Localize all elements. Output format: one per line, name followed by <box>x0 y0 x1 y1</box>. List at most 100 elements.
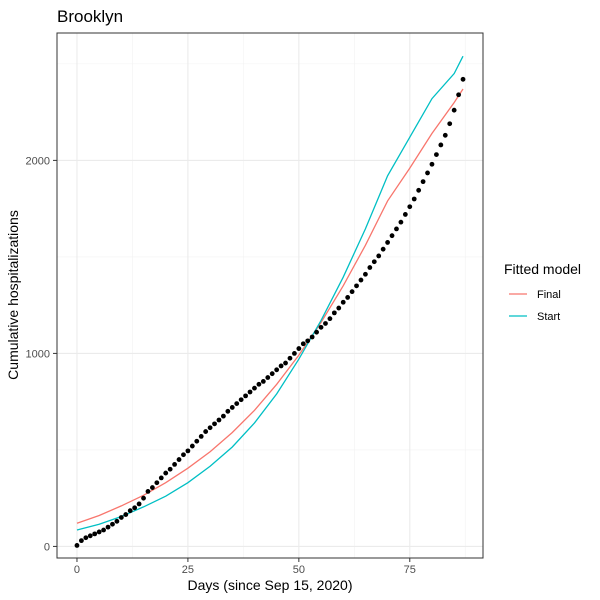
data-point <box>447 121 453 127</box>
data-point <box>154 480 160 486</box>
data-point <box>323 321 328 326</box>
data-point <box>167 466 173 472</box>
data-point <box>92 531 98 537</box>
data-point <box>136 501 142 507</box>
data-point <box>292 351 297 356</box>
data-point <box>314 329 319 335</box>
data-point <box>207 425 213 431</box>
data-point <box>336 305 342 311</box>
data-point <box>105 524 111 530</box>
y-axis-title: Cumulative hospitalizations <box>5 210 21 380</box>
data-point <box>411 196 417 202</box>
data-point <box>331 310 337 316</box>
data-point <box>318 324 324 330</box>
data-point <box>363 271 368 277</box>
data-point <box>354 283 359 289</box>
legend-label-start: Start <box>537 311 560 323</box>
x-tick-label: 75 <box>404 564 416 576</box>
data-point <box>278 363 284 369</box>
chart-title: Brooklyn <box>57 7 123 26</box>
data-point <box>402 212 408 217</box>
data-point <box>150 485 155 490</box>
data-point <box>110 521 115 527</box>
y-tick-label: 1000 <box>26 348 50 360</box>
data-point <box>380 246 386 252</box>
data-point <box>349 289 355 295</box>
data-point <box>434 152 439 157</box>
data-point <box>425 170 430 176</box>
x-tick-label: 50 <box>293 564 305 576</box>
data-point <box>194 438 200 444</box>
data-point <box>376 253 382 259</box>
data-point <box>420 179 426 185</box>
data-point <box>309 334 315 340</box>
data-point <box>265 375 271 380</box>
data-point <box>305 338 311 344</box>
data-point <box>216 417 222 423</box>
data-point <box>212 421 217 427</box>
y-tick-label: 0 <box>44 541 50 553</box>
data-point <box>456 92 461 98</box>
data-point <box>189 443 195 449</box>
y-tick-label: 2000 <box>26 155 50 167</box>
data-point <box>460 76 466 82</box>
data-point <box>389 233 395 239</box>
data-point <box>269 371 275 377</box>
axes: 0 25 50 75 0 1000 2000 <box>26 155 416 576</box>
data-point <box>256 381 262 387</box>
data-point <box>181 452 186 458</box>
data-point <box>114 518 120 524</box>
data-point <box>101 527 106 533</box>
data-point <box>394 226 399 232</box>
data-point <box>438 142 444 148</box>
legend: Fitted model Final Start <box>504 261 581 323</box>
legend-label-final: Final <box>537 289 561 301</box>
data-point <box>287 355 293 361</box>
data-point <box>327 316 333 322</box>
legend-title: Fitted model <box>504 261 581 277</box>
data-point <box>229 405 235 410</box>
data-point <box>429 161 435 167</box>
data-point <box>74 543 80 548</box>
data-point <box>87 533 93 539</box>
data-point <box>172 461 177 467</box>
data-point <box>398 219 404 225</box>
data-point <box>123 512 129 517</box>
data-point <box>416 187 422 193</box>
data-point <box>371 259 377 265</box>
fitted-lines <box>76 55 464 531</box>
data-point <box>96 529 102 535</box>
data-point <box>283 360 288 366</box>
data-point <box>451 107 457 113</box>
data-point <box>176 457 182 462</box>
data-point <box>260 378 266 384</box>
data-point <box>247 389 253 395</box>
data-point <box>296 346 302 351</box>
grid <box>57 33 483 558</box>
data-point <box>83 535 89 541</box>
data-point <box>79 538 84 544</box>
data-point <box>300 341 306 347</box>
data-point <box>252 385 257 391</box>
data-point <box>442 132 448 138</box>
x-tick-label: 25 <box>182 564 194 576</box>
data-point <box>345 295 351 300</box>
data-point <box>238 397 244 403</box>
data-point <box>358 277 364 283</box>
data-point <box>127 508 133 514</box>
x-tick-label: 0 <box>74 564 80 576</box>
data-point <box>145 489 151 494</box>
data-point <box>198 434 204 439</box>
series-line-final <box>76 88 464 524</box>
data-point <box>243 393 248 399</box>
data-point <box>274 367 280 373</box>
data-point <box>407 204 413 210</box>
data-point <box>221 413 226 419</box>
data-point <box>163 470 169 476</box>
panel-border <box>56 32 484 559</box>
data-point <box>118 515 124 520</box>
data-point <box>203 429 209 434</box>
x-axis-title: Days (since Sep 15, 2020) <box>188 577 353 593</box>
data-point <box>185 448 191 454</box>
